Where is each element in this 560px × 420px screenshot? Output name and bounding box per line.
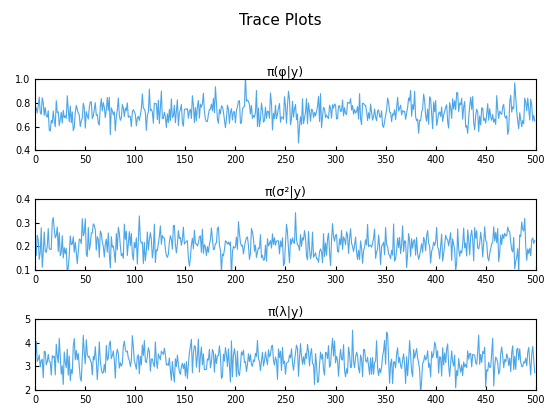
Text: Trace Plots: Trace Plots bbox=[239, 13, 321, 28]
Title: π(λ|y): π(λ|y) bbox=[267, 306, 304, 319]
Title: π(φ|y): π(φ|y) bbox=[267, 66, 304, 79]
Title: π(σ²|y): π(σ²|y) bbox=[264, 186, 306, 199]
